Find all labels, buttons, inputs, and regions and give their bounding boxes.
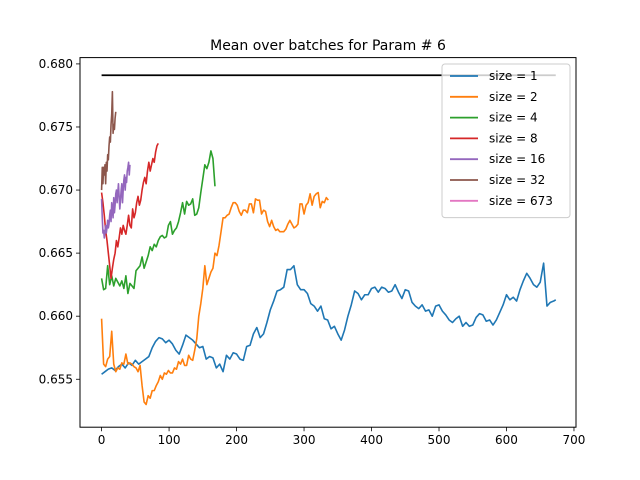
- y-tick-label: 0.675: [39, 120, 73, 134]
- series-line-3: [100, 143, 159, 280]
- y-axis: 0.655 0.660 0.665 0.670 0.675 0.680: [39, 57, 80, 386]
- legend-label: size = 2: [489, 90, 538, 104]
- y-tick-label: 0.655: [39, 372, 73, 386]
- y-tick-label: 0.670: [39, 183, 73, 197]
- legend-label: size = 1: [489, 69, 538, 83]
- series-line-2: [100, 150, 216, 295]
- legend-label: size = 673: [489, 194, 553, 208]
- x-tick-label: 700: [563, 433, 586, 447]
- y-tick-label: 0.665: [39, 246, 73, 260]
- series-line-4: [100, 161, 131, 239]
- series-line-0: [101, 262, 557, 375]
- x-axis: 0 100 200 300 400 500 600 700: [98, 427, 586, 447]
- x-tick-label: 500: [428, 433, 451, 447]
- x-tick-label: 100: [158, 433, 181, 447]
- x-tick-label: 300: [293, 433, 316, 447]
- y-tick-label: 0.680: [39, 57, 73, 71]
- legend-label: size = 16: [489, 152, 545, 166]
- y-tick-label: 0.660: [39, 309, 73, 323]
- x-tick-label: 400: [360, 433, 383, 447]
- x-tick-label: 200: [225, 433, 248, 447]
- legend-label: size = 4: [489, 111, 538, 125]
- series-line-5: [100, 90, 117, 191]
- legend: size = 1 size = 2 size = 4 size = 8 size = 1…: [441, 63, 571, 219]
- x-tick-label: 0: [98, 433, 106, 447]
- legend-label: size = 8: [489, 131, 538, 145]
- legend-label: size = 32: [489, 173, 545, 187]
- chart-title: Mean over batches for Param # 6: [210, 38, 446, 54]
- series-line-1: [100, 191, 329, 406]
- axes-frame: [79, 57, 577, 428]
- x-tick-label: 600: [495, 433, 518, 447]
